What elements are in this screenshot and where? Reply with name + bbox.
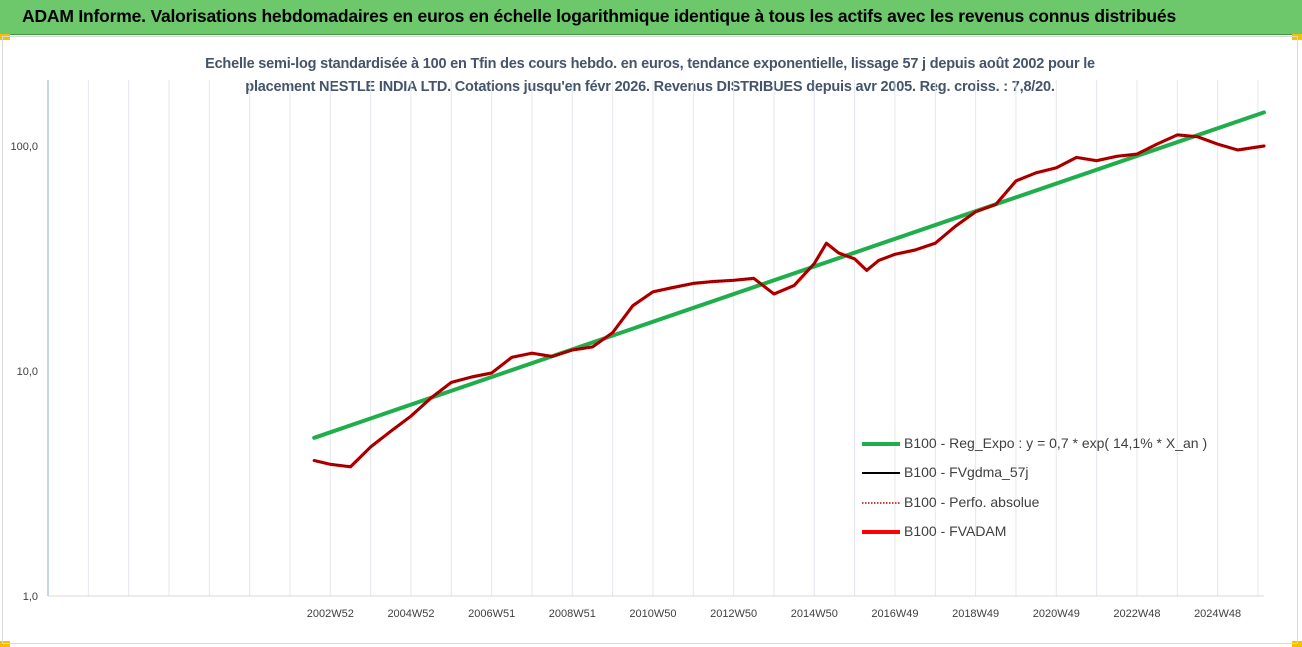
x-tick-label: 2008W51 [549,608,596,620]
banner-title: ADAM Informe. Valorisations hebdomadaire… [22,6,1176,26]
subtitle-line-2: placement NESTLE INDIA LTD. Cotations ju… [245,79,1055,95]
x-tick-label: 2024W48 [1194,608,1241,620]
legend-label-reg-expo: B100 - Reg_Expo : y = 0,7 * exp( 14,1% *… [904,434,1208,451]
series-layer [312,110,1266,469]
chart-subtitle: Echelle semi-log standardisée à 100 en T… [120,53,1180,99]
chart-legend: B100 - Reg_Expo : y = 0,7 * exp( 14,1% *… [862,428,1207,546]
legend-swatch-reg-expo [862,437,900,449]
legend-swatch-fvadam [862,525,900,537]
x-tick-label: 2020W49 [1033,608,1080,620]
gridlines [87,80,1259,596]
y-tick-label: 100,0 [10,141,38,153]
legend-item-fvgdma: B100 - FVgdma_57j [862,458,1207,488]
y-axis-ticks: 100,0 10,0 1,0 [10,141,38,603]
x-tick-label: 2018W49 [952,608,999,620]
x-tick-label: 2016W49 [871,608,918,620]
legend-label-fvadam: B100 - FVADAM [904,523,1007,540]
legend-swatch-fvgdma [862,466,900,478]
series-line-fvgdma [313,133,1265,468]
x-tick-label: 2002W52 [307,608,354,620]
x-tick-label: 2010W50 [629,608,676,620]
legend-label-fvgdma: B100 - FVgdma_57j [904,464,1029,481]
legend-item-perfo: B100 - Perfo. absolue [862,487,1207,517]
title-banner: ADAM Informe. Valorisations hebdomadaire… [0,0,1302,35]
y-tick-label: 1,0 [23,591,38,603]
legend-swatch-perfo [862,496,900,508]
y-tick-label: 10,0 [17,366,38,378]
x-tick-label: 2022W48 [1113,608,1160,620]
corner-marker [1292,641,1302,647]
x-tick-label: 2012W50 [710,608,757,620]
series-line-fvadam [312,133,1266,469]
chart-area-border [2,36,1298,644]
x-tick-label: 2006W51 [468,608,515,620]
legend-item-reg-expo: B100 - Reg_Expo : y = 0,7 * exp( 14,1% *… [862,428,1207,458]
series-line-reg-expo [312,110,1266,440]
series-line-perfo [313,134,1265,468]
corner-marker [0,641,10,647]
corner-marker [0,34,10,40]
subtitle-line-1: Echelle semi-log standardisée à 100 en T… [205,56,1095,72]
x-axis-ticks: 2002W52 2004W52 2006W51 2008W51 2010W50 2012W… [307,608,1241,620]
axes [47,80,1264,597]
legend-item-fvadam: B100 - FVADAM [862,517,1207,547]
x-tick-label: 2014W50 [791,608,838,620]
x-tick-label: 2004W52 [387,608,434,620]
legend-label-perfo: B100 - Perfo. absolue [904,493,1040,510]
